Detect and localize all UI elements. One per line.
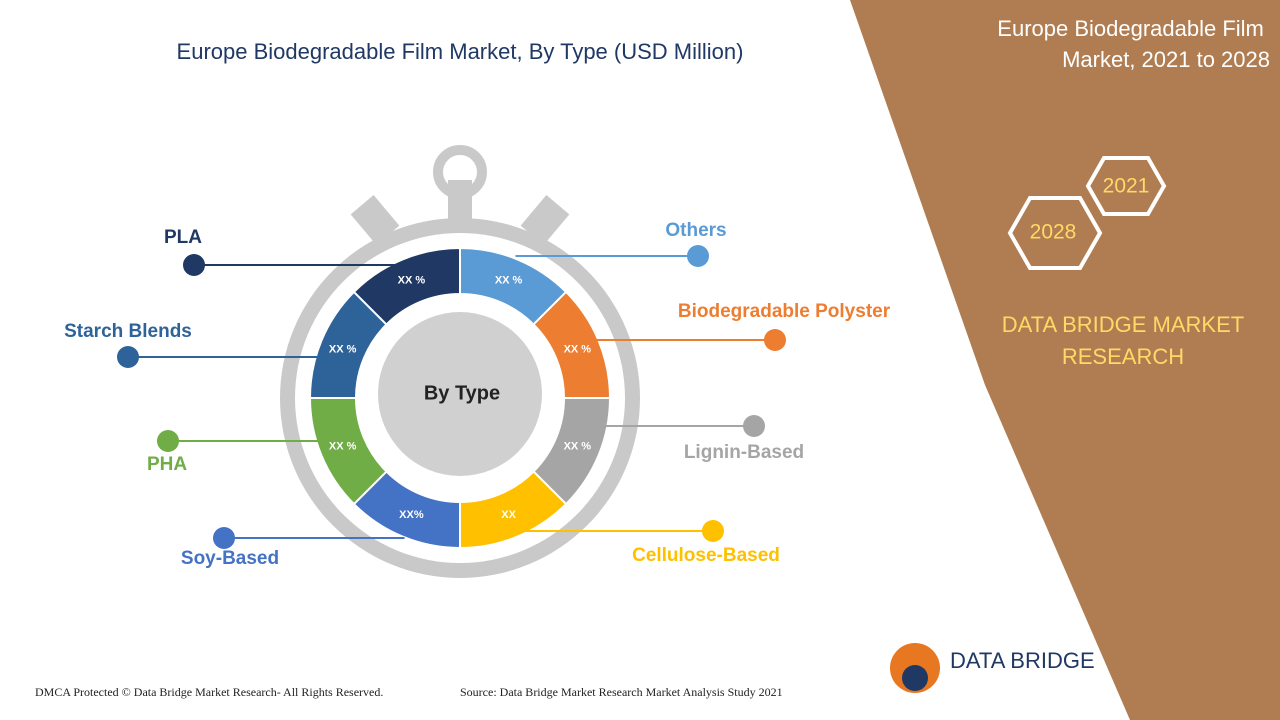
center-circle — [378, 312, 542, 476]
brand-line: RESEARCH — [1062, 344, 1184, 369]
segment-name: Biodegradable Polyster — [678, 301, 891, 322]
side-title-text: Europe Biodegradable Film Market, 2021 t… — [997, 16, 1270, 72]
brand-line: DATA BRIDGE MARKET — [1002, 312, 1244, 337]
segment-value-label: XX % — [564, 441, 592, 453]
segment-name: Starch Blends — [64, 321, 192, 342]
button — [520, 195, 570, 245]
segment-value-label: XX % — [398, 275, 426, 287]
hexagon — [1007, 196, 1103, 270]
legend-dot — [117, 346, 139, 368]
segment-name: PHA — [147, 454, 187, 475]
legend-dot — [183, 254, 205, 276]
segment-name: Lignin-Based — [684, 442, 804, 463]
ring — [433, 145, 487, 199]
side-title-line: Market, 2021 to 2028 — [1062, 47, 1270, 72]
legend-dot — [213, 527, 235, 549]
title: Europe Biodegradable Film Market, By Typ… — [177, 39, 744, 64]
segment-name: PLA — [164, 227, 202, 248]
source: Source: Data Bridge Market Research Mark… — [460, 685, 783, 699]
logo-text: DATA BRIDGE — [950, 648, 1095, 673]
brand: DATA BRIDGE MARKET RESEARCH — [1002, 312, 1244, 369]
year: 2028 — [1030, 221, 1077, 244]
center-label: By Type — [424, 382, 500, 404]
legend-dot — [157, 430, 179, 452]
logo-icon — [902, 665, 928, 691]
legend-dot — [702, 520, 724, 542]
brand-text: DATA BRIDGE MARKET RESEARCH — [1002, 312, 1244, 369]
segment-name: Cellulose-Based — [632, 545, 780, 566]
button — [350, 195, 400, 245]
copyright: DMCA Protected © Data Bridge Market Rese… — [35, 685, 383, 699]
side-title: Europe Biodegradable Film Market, 2021 t… — [997, 16, 1270, 72]
segment-value-label: XX % — [495, 275, 523, 287]
segment-value-label: XX % — [564, 343, 592, 355]
year: 2021 — [1103, 175, 1150, 198]
legend-dot — [764, 329, 786, 351]
side-title-line: Europe Biodegradable Film — [997, 16, 1270, 41]
segment-value-label: XX — [501, 509, 516, 521]
stem — [448, 180, 472, 220]
segment-name: Others — [665, 220, 726, 241]
segment-value-label: XX % — [329, 441, 357, 453]
legend-dot — [687, 245, 709, 267]
segment-name: Soy-Based — [181, 548, 279, 569]
segment-value-label: XX % — [329, 343, 357, 355]
segment-value-label: XX% — [399, 509, 424, 521]
side-panel-bg — [850, 0, 1280, 720]
hexagon — [1085, 156, 1167, 216]
legend-dot — [743, 415, 765, 437]
